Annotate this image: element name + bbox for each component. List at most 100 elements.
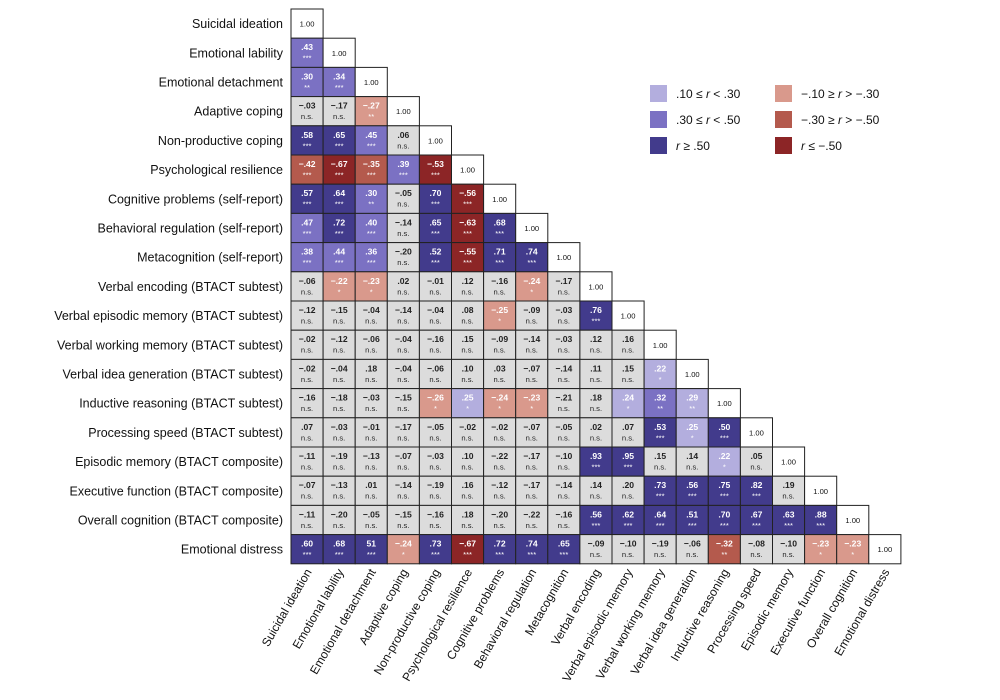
- cell-bg: [386, 183, 420, 214]
- cell-r9-c7: −.24*: [515, 271, 549, 302]
- cell-r16-c13: .75 ***: [707, 475, 741, 506]
- cell-significance: ***: [592, 317, 601, 326]
- diagonal-cell: [515, 212, 549, 244]
- cell-bg: [290, 183, 324, 214]
- cell-r14-c3: −.17n.s.: [386, 417, 420, 448]
- cell-value: .01: [365, 480, 377, 490]
- cell-value: −.10: [555, 451, 572, 461]
- cell-bg: [386, 534, 420, 565]
- cell-significance: n.s.: [429, 521, 441, 530]
- cell-significance: n.s.: [558, 346, 570, 355]
- cell-significance: ***: [688, 492, 697, 501]
- cell-significance: ***: [559, 550, 568, 559]
- cell-significance: n.s.: [494, 433, 506, 442]
- cell-significance: *: [466, 404, 469, 413]
- cell-value: −.05: [363, 509, 380, 519]
- cell-r18-c9: −.09n.s.: [579, 534, 613, 565]
- cell-r17-c11: .64 ***: [643, 504, 677, 536]
- cell-value: .03: [494, 363, 506, 373]
- cell-value: −.12: [299, 305, 316, 315]
- cell-bg: [290, 417, 324, 448]
- cell-value: −.42: [299, 159, 316, 169]
- diagonal-cell: [739, 417, 774, 448]
- cell-significance: n.s.: [397, 229, 409, 238]
- cell-r13-c9: .18n.s.: [579, 388, 613, 419]
- cell-significance: ***: [463, 200, 472, 209]
- cell-value: −.10: [780, 539, 797, 549]
- cell-value: −.07: [395, 451, 412, 461]
- cell-significance: n.s.: [622, 375, 634, 384]
- cell-bg: [515, 446, 549, 477]
- legend-item-4: −.30 ≥ r > −.50: [775, 111, 880, 128]
- cell-significance: n.s.: [558, 463, 570, 472]
- cell-r8-c0: .38***: [290, 242, 324, 273]
- cell-significance: ***: [303, 258, 312, 267]
- cell-value: −.04: [395, 334, 412, 344]
- cell-r12-c5: .10 n.s.: [451, 358, 485, 390]
- cell-value: −.20: [331, 509, 348, 519]
- cell-r16-c12: .56 ***: [675, 475, 709, 506]
- cell-bg: [418, 242, 452, 273]
- cell-significance: *: [530, 404, 533, 413]
- cell-bg: [643, 534, 677, 565]
- cell-value: −.20: [491, 509, 508, 519]
- cell-value: −.09: [523, 305, 540, 315]
- cell-bg: [836, 534, 870, 565]
- diagonal-cell: [386, 96, 420, 127]
- cell-value: −.35: [363, 159, 380, 169]
- cell-value: .02: [590, 422, 602, 432]
- cell-value: −.14: [395, 217, 412, 227]
- diagonal-value: 1.00: [589, 282, 604, 291]
- cell-value: −.09: [491, 334, 508, 344]
- cell-bg: [418, 446, 452, 477]
- cell-r18-c18: 1.00: [868, 534, 902, 565]
- cell-significance: ***: [431, 229, 440, 238]
- cell-r7-c6: .68 ***: [483, 212, 517, 244]
- cell-value: −.53: [427, 159, 444, 169]
- cell-value: −.55: [459, 247, 476, 257]
- cell-significance: ***: [720, 433, 729, 442]
- cell-significance: n.s.: [461, 287, 473, 296]
- cell-significance: n.s.: [301, 492, 313, 501]
- cell-value: .50: [718, 422, 730, 432]
- diagonal-value: 1.00: [749, 428, 764, 437]
- cell-value: −.02: [491, 422, 508, 432]
- cell-value: .22: [718, 451, 730, 461]
- cell-r10-c10: 1.00: [611, 300, 645, 331]
- cell-r14-c2: −.01n.s.: [354, 417, 388, 448]
- cell-value: .62: [622, 509, 634, 519]
- cell-significance: n.s.: [622, 346, 634, 355]
- cell-value: −.03: [363, 393, 380, 403]
- cell-value: .57: [301, 188, 313, 198]
- cell-value: −.14: [555, 363, 572, 373]
- diagonal-cell: [643, 329, 677, 360]
- cell-value: −.05: [555, 422, 572, 432]
- cell-significance: *: [723, 463, 726, 472]
- cell-bg: [290, 388, 324, 419]
- cell-significance: n.s.: [494, 463, 506, 472]
- legend-item-3: −.10 ≥ r > −.30: [775, 85, 880, 102]
- cell-value: −.67: [331, 159, 348, 169]
- cell-bg: [451, 504, 485, 536]
- cell-significance: n.s.: [654, 463, 666, 472]
- cell-r13-c4: −.26*: [418, 388, 452, 419]
- cell-significance: **: [721, 550, 727, 559]
- cell-significance: n.s.: [622, 433, 634, 442]
- diagonal-value: 1.00: [621, 312, 636, 321]
- cell-value: −.14: [555, 480, 572, 490]
- cell-significance: ***: [495, 550, 504, 559]
- cell-r14-c10: .07n.s.: [611, 417, 645, 448]
- cell-significance: ***: [431, 171, 440, 180]
- cell-value: .58: [301, 130, 313, 140]
- cell-value: −.06: [363, 334, 380, 344]
- cell-r4-c1: .65***: [322, 125, 356, 156]
- cell-r14-c0: .07n.s.: [290, 417, 324, 448]
- cell-bg: [290, 242, 324, 273]
- cell-bg: [547, 271, 581, 302]
- cell-significance: ***: [303, 54, 312, 63]
- cell-r11-c4: −.16 n.s.: [418, 329, 452, 360]
- cell-r11-c8: −.03 n.s.: [547, 329, 581, 360]
- cell-r9-c6: −.16n.s.: [483, 271, 517, 302]
- cell-value: .72: [494, 539, 506, 549]
- cell-r13-c3: −.15n.s.: [386, 388, 420, 419]
